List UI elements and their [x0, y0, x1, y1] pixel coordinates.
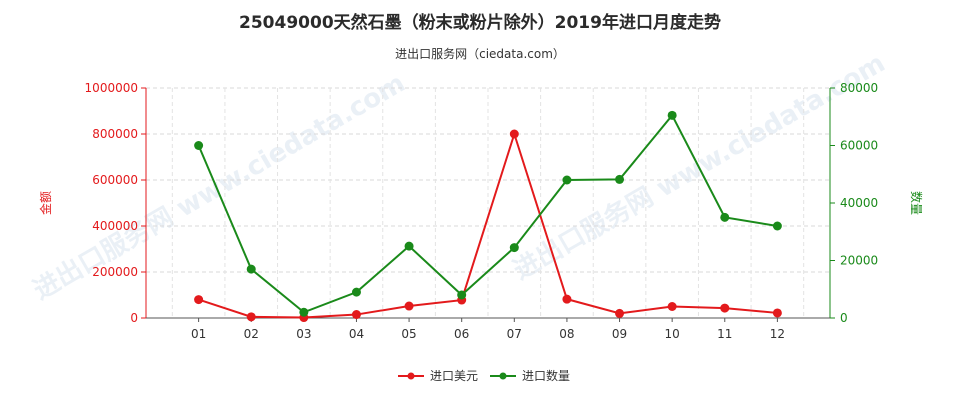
axes: 0 200000 400000 600000 800000 1000000 0 20000 40… [38, 81, 924, 341]
y-right-tick-label: 20000 [840, 254, 878, 268]
x-tick-label: 02 [244, 327, 259, 341]
y-left-tick-label: 200000 [92, 265, 138, 279]
data-point-2 [246, 264, 256, 274]
x-tick-label: 09 [612, 327, 627, 341]
data-point-2 [351, 287, 361, 297]
grid [146, 87, 830, 319]
data-point-2 [772, 221, 782, 231]
data-point-1 [562, 294, 572, 304]
watermark: 进出口服务网 www.ciedata.com [29, 68, 411, 306]
data-point-1 [720, 303, 730, 313]
data-point-1 [246, 312, 256, 322]
series-line-1 [198, 130, 778, 319]
legend-marker-2 [499, 372, 507, 380]
y-right-tick-label: 60000 [840, 139, 878, 153]
data-point-1 [772, 308, 782, 318]
y-left-axis-title: 金额 [38, 191, 53, 215]
y-left-tick-label: 0 [130, 311, 138, 325]
legend-marker-1 [407, 372, 415, 380]
y-left-tick-label: 1000000 [85, 81, 138, 95]
x-tick-label: 11 [717, 327, 732, 341]
y-right-tick-label: 0 [840, 311, 848, 325]
data-point-2 [562, 175, 572, 185]
data-point-1 [667, 302, 677, 311]
data-point-2 [509, 243, 519, 253]
data-point-2 [457, 290, 467, 300]
y-right-tick-label: 80000 [840, 81, 878, 95]
y-right-tick-label: 40000 [840, 196, 878, 210]
x-tick-label: 01 [191, 327, 206, 341]
y-left-tick-label: 400000 [92, 219, 138, 233]
x-tick-label: 05 [401, 327, 416, 341]
data-point-2 [194, 141, 204, 150]
x-tick-label: 07 [507, 327, 522, 341]
data-point-2 [404, 241, 414, 251]
data-point-1 [615, 308, 625, 318]
chart-title: 25049000天然石墨（粉末或粉片除外）2019年进口月度走势 [239, 12, 721, 33]
data-point-2 [720, 212, 730, 222]
data-point-1 [351, 310, 361, 320]
x-tick-label: 04 [349, 327, 364, 341]
data-point-1 [509, 129, 519, 139]
x-tick-label: 08 [559, 327, 574, 341]
data-point-2 [299, 307, 309, 317]
data-point-1 [194, 295, 204, 305]
x-tick-label: 12 [770, 327, 785, 341]
legend-label-1: 进口美元 [430, 369, 478, 383]
legend: 进口美元 进口数量 [398, 368, 570, 383]
data-point-2 [667, 110, 677, 120]
series-line-2 [197, 113, 778, 314]
data-point-1 [404, 301, 414, 311]
x-tick-label: 03 [296, 327, 311, 341]
x-tick-label: 06 [454, 327, 469, 341]
chart-subtitle: 进出口服务网（ciedata.com） [395, 46, 565, 61]
legend-label-2: 进口数量 [522, 368, 570, 383]
x-tick-label: 10 [665, 327, 680, 341]
series-group [194, 110, 782, 323]
data-point-2 [615, 174, 625, 184]
y-left-tick-label: 600000 [92, 173, 138, 187]
y-left-tick-label: 800000 [92, 127, 138, 141]
y-right-axis-title: 数量 [909, 191, 924, 215]
